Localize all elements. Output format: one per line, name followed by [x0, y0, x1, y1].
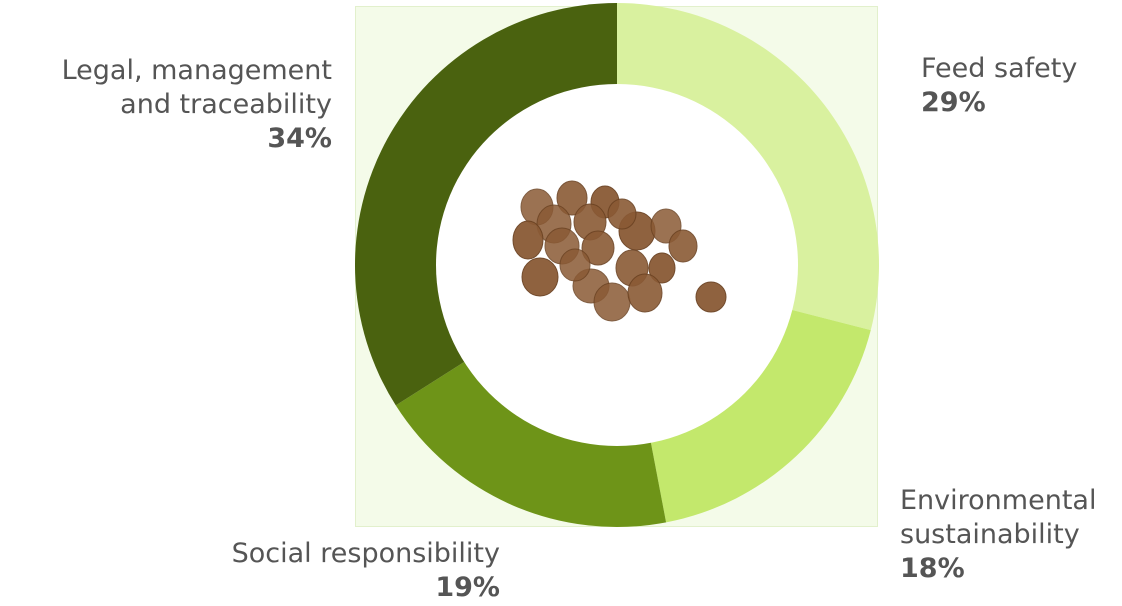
pellet-shape	[593, 282, 631, 322]
pellet-shape	[521, 257, 559, 297]
label-feed-line1: Feed safety	[921, 53, 1078, 84]
pellet-shape	[627, 273, 663, 313]
label-legal-management-traceability: Legal, management and traceability 34%	[62, 54, 332, 156]
pellet-shape	[648, 252, 676, 284]
pellet-shape	[512, 220, 544, 260]
pellet-shape	[556, 180, 588, 216]
label-social-responsibility: Social responsibility 19%	[232, 537, 500, 605]
label-social-line1: Social responsibility	[231, 538, 500, 569]
pellet-shape	[607, 198, 637, 230]
label-legal-line2: and traceability	[120, 89, 332, 120]
feed-pellets-icon	[512, 180, 727, 322]
pellet-shape	[668, 229, 698, 263]
label-legal-percent: 34%	[267, 123, 332, 154]
label-env-line2: sustainability	[900, 519, 1080, 550]
pellet-shape	[695, 281, 727, 313]
label-env-line1: Environmental	[900, 485, 1097, 516]
label-feed-percent: 29%	[921, 87, 986, 118]
label-social-percent: 19%	[435, 572, 500, 603]
label-feed-safety: Feed safety 29%	[921, 52, 1077, 120]
label-environmental-sustainability: Environmental sustainability 18%	[900, 484, 1096, 586]
label-legal-line1: Legal, management	[61, 55, 332, 86]
pellet-shape	[581, 230, 615, 266]
pellet-shape	[559, 248, 591, 282]
label-env-percent: 18%	[900, 553, 965, 584]
